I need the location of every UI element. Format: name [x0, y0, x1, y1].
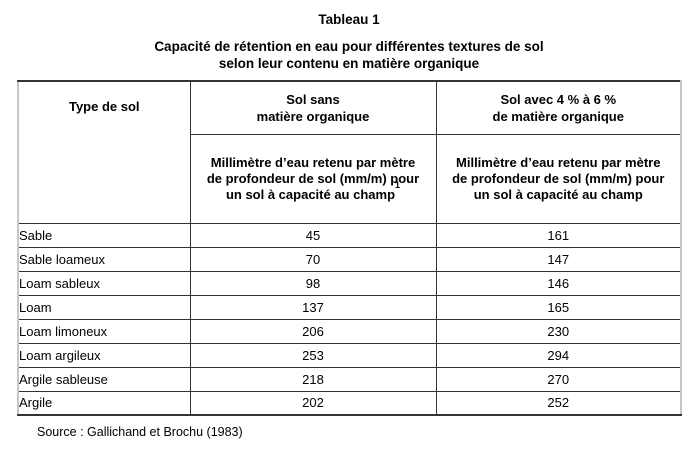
source-citation: Source : Gallichand et Brochu (1983) [37, 425, 243, 439]
value-sans-cell: 202 [189, 390, 437, 416]
page-subtitle: Capacité de rétention en eau pour différ… [0, 38, 698, 72]
table-body: Sable 45 161 Sable loameux 70 147 Loam s… [17, 222, 682, 416]
table-row: Loam 137 165 [17, 294, 682, 320]
header-sol-avec-line2: de matière organique [492, 108, 624, 124]
header-sol-sans-line2: matière organique [256, 108, 370, 124]
subtitle-line-1: Capacité de rétention en eau pour différ… [154, 39, 544, 54]
table-row: Loam limoneux 206 230 [17, 318, 682, 344]
value-sans-cell: 137 [189, 294, 437, 320]
header-sol-avec: Sol avec 4 % à 6 % de matière organique [435, 80, 682, 135]
subheader-row: Millimètre d’eau retenu par mètre de pro… [18, 133, 682, 224]
value-avec-cell: 147 [435, 246, 682, 272]
value-avec-cell: 161 [435, 222, 682, 248]
soil-type-cell: Loam [17, 294, 191, 320]
value-avec-cell: 294 [435, 342, 682, 368]
table-row: Sable loameux 70 147 [17, 246, 682, 272]
soil-type-cell: Loam limoneux [17, 318, 191, 344]
header-sol-sans: Sol sans matière organique [189, 80, 437, 135]
value-sans-cell: 45 [189, 222, 437, 248]
value-avec-cell: 252 [435, 390, 682, 416]
value-avec-cell: 230 [435, 318, 682, 344]
soil-type-cell: Loam argileux [17, 342, 191, 368]
title-block: Tableau 1 Capacité de rétention en eau p… [0, 0, 698, 72]
page-title: Tableau 1 [318, 12, 380, 27]
value-avec-cell: 270 [435, 366, 682, 392]
value-sans-cell: 206 [189, 318, 437, 344]
table-row: Loam sableux 98 146 [17, 270, 682, 296]
subtitle-line-2: selon leur contenu en matière organique [218, 56, 480, 71]
table-row: Argile sableuse 218 270 [17, 366, 682, 392]
table-row: Sable 45 161 [17, 222, 682, 248]
subheader-sans-text: Millimètre d’eau retenu par mètre de pro… [206, 154, 420, 202]
value-sans-cell: 218 [189, 366, 437, 392]
value-sans-cell: 98 [189, 270, 437, 296]
header-row-group: Type de sol Sol sans matière organique S… [17, 80, 682, 224]
header-type-de-sol: Type de sol [17, 80, 191, 224]
soil-type-cell: Sable [17, 222, 191, 248]
table-row: Argile 202 252 [17, 390, 682, 416]
subheader-avec-units: Millimètre d’eau retenu par mètre de pro… [435, 133, 682, 224]
header-sol-sans-line1: Sol sans [286, 91, 340, 107]
header-sol-avec-line1: Sol avec 4 % à 6 % [500, 91, 617, 107]
value-avec-cell: 165 [435, 294, 682, 320]
table-row: Loam argileux 253 294 [17, 342, 682, 368]
value-sans-cell: 70 [189, 246, 437, 272]
soil-type-cell: Sable loameux [17, 246, 191, 272]
soil-type-cell: Argile [17, 390, 191, 416]
footnote-marker: 1 [395, 180, 401, 191]
table-header: Type de sol Sol sans matière organique S… [17, 80, 682, 224]
subheader-sans-units: Millimètre d’eau retenu par mètre de pro… [189, 133, 437, 224]
value-sans-cell: 253 [189, 342, 437, 368]
soil-type-cell: Argile sableuse [17, 366, 191, 392]
soil-water-retention-table: Type de sol Sol sans matière organique S… [17, 80, 682, 416]
soil-type-cell: Loam sableux [17, 270, 191, 296]
value-avec-cell: 146 [435, 270, 682, 296]
